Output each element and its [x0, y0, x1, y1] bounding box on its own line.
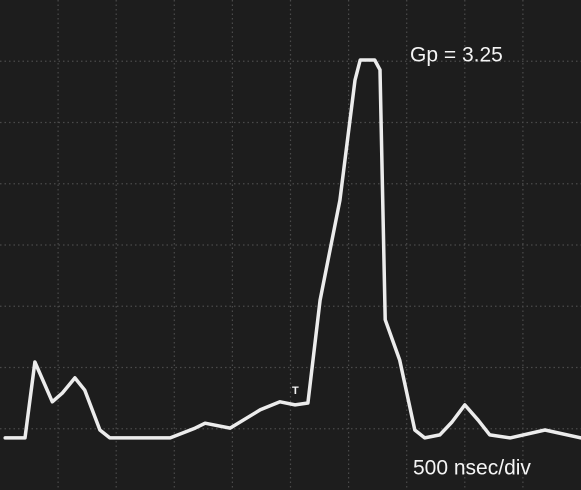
gain-label: Gp = 3.25 [410, 44, 503, 67]
trigger-marker: T [292, 385, 299, 397]
oscilloscope-screen: Gp = 3.25 500 nsec/div T [0, 0, 581, 490]
screen-background [0, 0, 581, 490]
timebase-label: 500 nsec/div [413, 457, 531, 480]
